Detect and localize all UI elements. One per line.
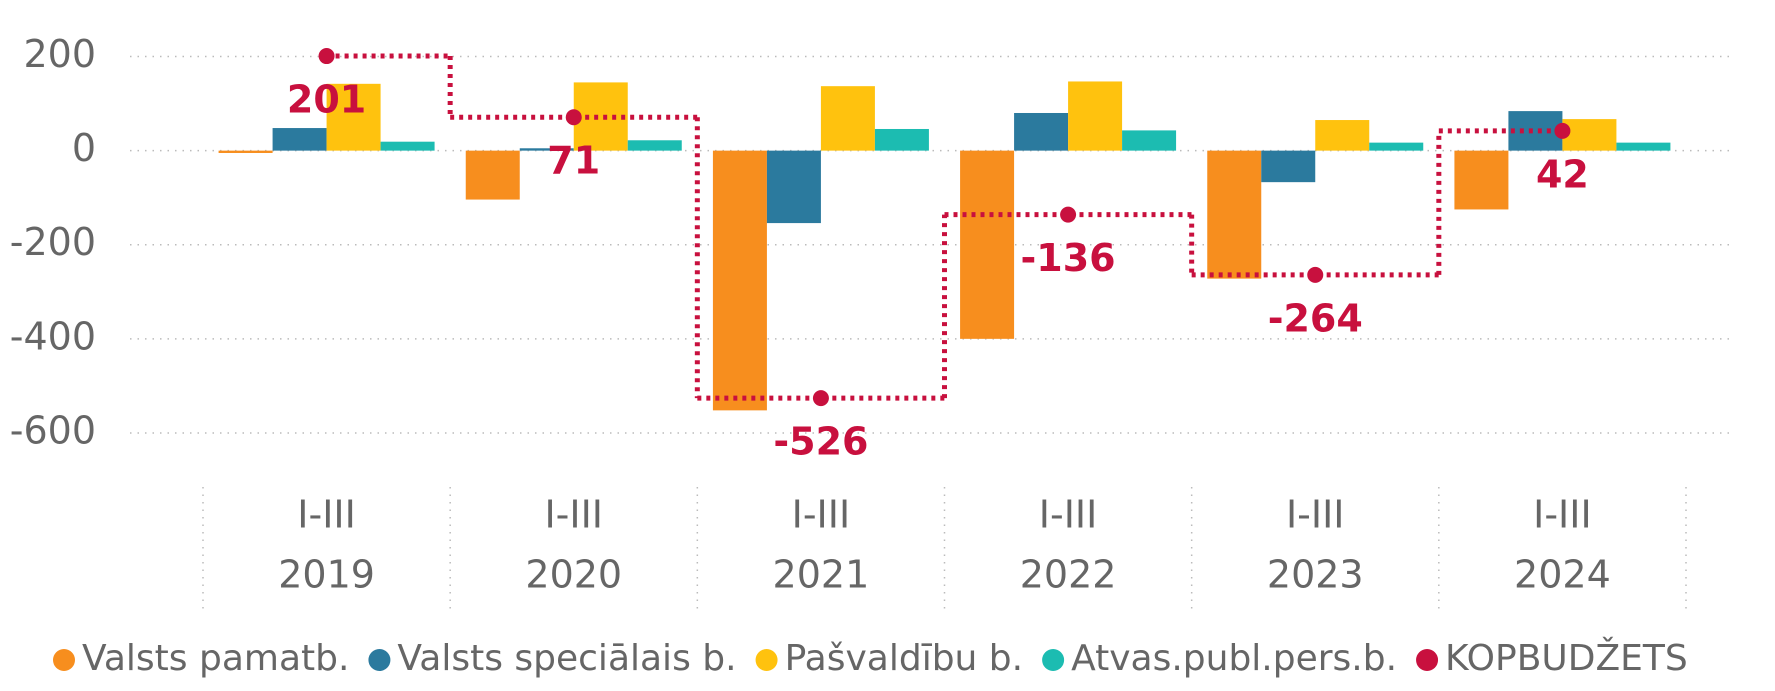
line-marker — [1307, 266, 1324, 283]
line-marker — [318, 48, 335, 65]
bar — [1068, 81, 1123, 151]
line-marker — [1554, 122, 1571, 139]
bar — [1207, 150, 1262, 279]
legend-marker — [755, 649, 778, 671]
y-tick-label: 200 — [23, 32, 96, 76]
total-line: 201 71 -526 -136 -264 42 — [287, 48, 1589, 464]
y-tick-label: -200 — [10, 220, 96, 264]
bar — [1261, 150, 1316, 183]
bar — [573, 82, 628, 151]
legend-label: Pašvaldību b. — [785, 638, 1024, 679]
x-tick-label: 2021 — [773, 553, 870, 597]
data-label: -264 — [1268, 296, 1363, 340]
x-tick-label: 2022 — [1020, 553, 1117, 597]
y-tick-label: -600 — [10, 408, 96, 452]
x-tick-label: I-III — [1533, 493, 1592, 537]
x-tick-label: I-III — [1039, 493, 1098, 537]
x-tick-label: 2019 — [278, 553, 375, 597]
bar — [1369, 142, 1424, 151]
x-tick-label: 2023 — [1267, 553, 1364, 597]
bar — [627, 140, 682, 151]
bar — [1562, 119, 1617, 151]
bar — [326, 83, 381, 151]
line-marker — [565, 109, 582, 126]
x-tick-label: I-III — [297, 493, 356, 537]
legend-label: Valsts speciālais b. — [397, 638, 736, 679]
bar — [1616, 142, 1671, 151]
x-tick-label: I-III — [1286, 493, 1345, 537]
x-tick-label: 2020 — [525, 553, 622, 597]
bar — [272, 128, 327, 151]
legend-label: KOPBUDŽETS — [1445, 637, 1688, 679]
bar — [1454, 150, 1509, 210]
data-label: 71 — [547, 139, 600, 183]
legend-marker — [1042, 649, 1065, 671]
line-marker — [812, 390, 829, 407]
legend-marker — [368, 649, 391, 671]
bar — [874, 128, 929, 151]
data-label: -136 — [1021, 236, 1116, 280]
bar — [1014, 112, 1069, 151]
y-tick-label: 0 — [72, 126, 96, 170]
bar — [1122, 130, 1177, 151]
bar — [766, 150, 821, 224]
data-label: -526 — [773, 420, 868, 464]
bar — [380, 141, 435, 151]
legend-label: Atvas.publ.pers.b. — [1071, 638, 1397, 679]
x-tick-label: I-III — [544, 493, 603, 537]
bar — [712, 150, 767, 411]
legend-label: Valsts pamatb. — [82, 638, 349, 679]
legend-marker — [1416, 649, 1439, 671]
line-marker — [1060, 206, 1077, 223]
bar — [218, 150, 273, 153]
bar — [1508, 111, 1563, 151]
data-label: 201 — [287, 78, 366, 122]
y-tick-label: -400 — [10, 314, 96, 358]
bar — [1315, 120, 1370, 151]
bar — [820, 86, 875, 151]
data-label: 42 — [1536, 152, 1589, 196]
legend-marker — [53, 649, 75, 671]
bar — [519, 148, 574, 151]
bar — [960, 150, 1015, 339]
bar — [465, 150, 520, 200]
x-tick-label: I-III — [792, 493, 851, 537]
x-tick-label: 2024 — [1514, 553, 1611, 597]
